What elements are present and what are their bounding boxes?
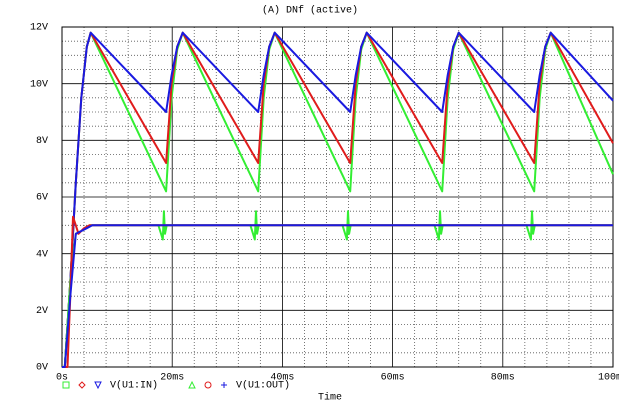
- x-tick-label: 60ms: [381, 373, 405, 384]
- x-tick-label: 0s: [56, 373, 68, 384]
- series-line: [62, 31, 614, 368]
- legend-marker: [204, 381, 212, 389]
- x-tick-label: 80ms: [491, 373, 515, 384]
- legend-marker: [221, 382, 228, 388]
- x-tick-label: 40ms: [270, 373, 294, 384]
- series-line: [62, 215, 613, 368]
- plot-border: [61, 26, 614, 368]
- y-tick-label: 12V: [30, 23, 48, 34]
- x-tick-label: 100ms: [598, 373, 619, 384]
- y-tick-label: 4V: [36, 249, 48, 260]
- y-tick-label: 8V: [36, 136, 48, 147]
- legend-marker: [188, 380, 196, 389]
- y-tick-label: 0V: [36, 363, 48, 374]
- legend-marker: [78, 381, 86, 389]
- legend-marker: [62, 381, 70, 389]
- legend-label: V(U1:IN): [110, 380, 158, 392]
- series-line: [62, 224, 613, 368]
- y-tick-label: 10V: [30, 79, 48, 90]
- x-axis-label: Time: [318, 392, 342, 404]
- legend-marker: [94, 381, 102, 390]
- y-tick-label: 6V: [36, 193, 48, 204]
- x-tick-label: 20ms: [160, 373, 184, 384]
- y-tick-label: 2V: [36, 306, 48, 317]
- legend-label: V(U1:OUT): [236, 380, 290, 392]
- chart-title: (A) DNf (active): [262, 5, 358, 17]
